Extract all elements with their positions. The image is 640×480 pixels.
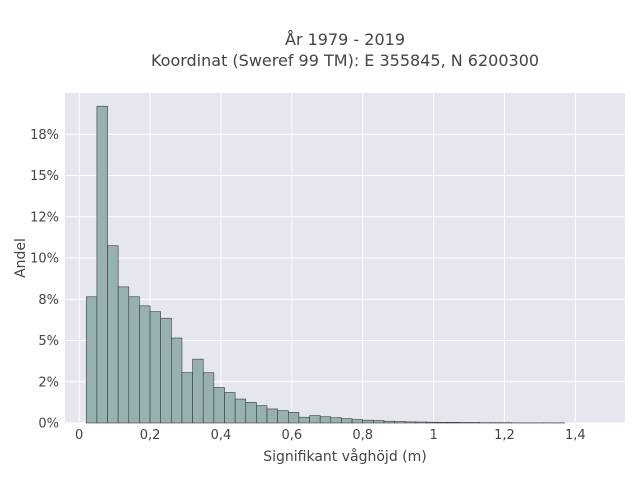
x-tick-labels: 0 0,2 0,4 0,6 0,8 1 1,2 1,4 — [75, 428, 586, 443]
histogram-bar — [298, 416, 310, 424]
histogram-bar — [149, 311, 161, 424]
x-tick-label: 0,8 — [352, 428, 373, 443]
histogram-bar — [287, 411, 300, 424]
histogram-bar — [213, 387, 225, 424]
x-tick-label: 1,2 — [494, 428, 515, 443]
x-tick-label: 1,4 — [565, 428, 586, 443]
x-tick-label: 0 — [75, 428, 83, 443]
histogram-bar — [373, 420, 385, 424]
histogram-bar — [85, 296, 98, 424]
x-tick-label: 0,2 — [140, 428, 161, 443]
histogram-bar — [404, 421, 417, 424]
histogram-bar — [107, 245, 119, 424]
histogram-bar — [117, 286, 130, 424]
histogram-bar — [383, 420, 395, 424]
y-axis-label: Andel — [13, 238, 29, 278]
histogram-bar — [160, 317, 172, 424]
histogram-bar — [128, 296, 140, 424]
histogram-bar — [426, 421, 438, 424]
y-tick-labels: 0% 2% 5% 8% 10% 12% 15% 18% — [30, 128, 59, 432]
y-tick-label: 10% — [30, 252, 59, 267]
histogram-bar — [171, 337, 183, 424]
histogram-bar — [362, 419, 374, 424]
y-tick-label: 0% — [38, 417, 59, 432]
y-tick-label: 2% — [38, 375, 59, 390]
histogram-bar — [277, 410, 289, 424]
y-tick-label: 5% — [38, 334, 59, 349]
histogram-bar — [330, 417, 342, 424]
y-tick-label: 12% — [30, 210, 59, 225]
histogram-bar — [341, 418, 353, 424]
x-tick-label: 0,4 — [211, 428, 232, 443]
chart-title-line1: År 1979 - 2019 — [285, 30, 405, 49]
y-tick-label: 18% — [30, 128, 59, 143]
histogram-bar — [436, 422, 449, 424]
x-axis-label: Signifikant våghöjd (m) — [263, 448, 426, 465]
histogram-bar — [202, 372, 215, 424]
histogram-bar — [319, 416, 332, 424]
histogram-bar — [181, 372, 193, 424]
histogram-bar — [192, 358, 204, 424]
x-tick-label: 0,6 — [281, 428, 302, 443]
histogram-bar — [224, 392, 236, 424]
y-tick-label: 8% — [38, 293, 59, 308]
histogram-bar — [96, 105, 108, 424]
histogram-bar — [139, 305, 151, 424]
x-tick-label: 1 — [429, 428, 437, 443]
histogram-bars — [85, 105, 566, 424]
histogram-bar — [351, 419, 364, 424]
histogram-bar — [394, 421, 406, 424]
chart-title-line2: Koordinat (Sweref 99 TM): E 355845, N 62… — [151, 51, 539, 70]
histogram-bar — [309, 415, 321, 424]
histogram-bar — [266, 408, 278, 424]
histogram-bar — [234, 398, 247, 424]
histogram-bar — [447, 422, 459, 424]
histogram-bar — [415, 421, 427, 424]
histogram-bar — [256, 405, 268, 424]
y-tick-label: 15% — [30, 169, 59, 184]
histogram-bar — [245, 402, 257, 424]
